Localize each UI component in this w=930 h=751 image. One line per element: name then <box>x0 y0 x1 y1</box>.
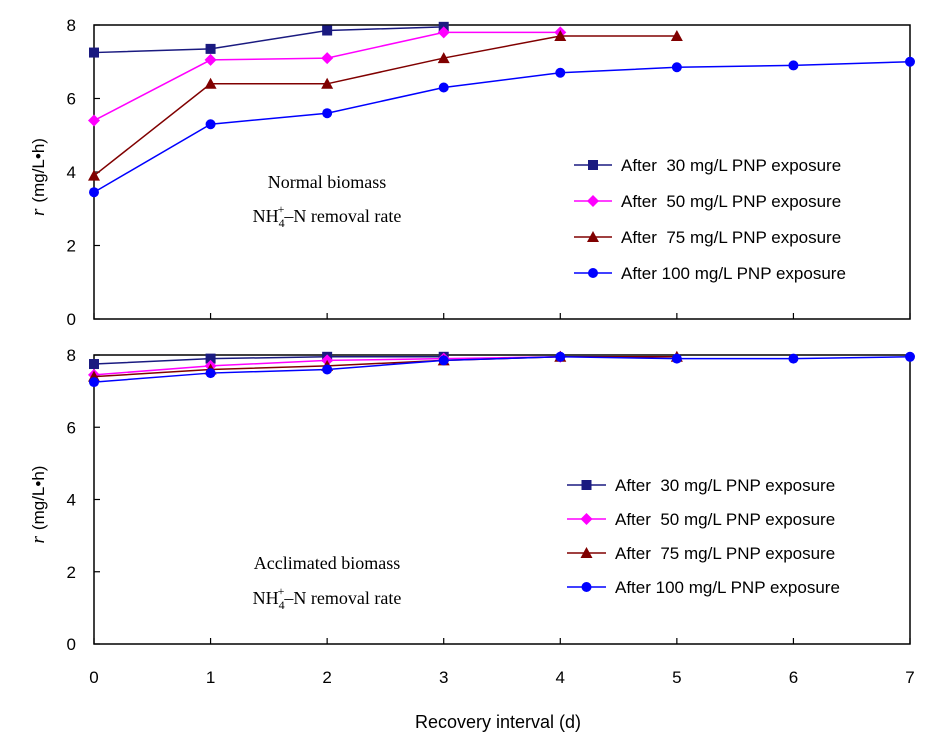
y-tick-label: 6 <box>67 90 76 109</box>
panel-annotation-subtitle: NH4+–N removal rate <box>253 584 402 612</box>
data-point-circle <box>555 67 566 78</box>
nh-subscript: 4 <box>279 216 285 230</box>
legend-marker-diamond <box>580 513 593 525</box>
data-point-triangle <box>670 30 683 42</box>
data-point-circle <box>438 355 449 366</box>
series-line-0 <box>93 26 444 54</box>
y-tick-label: 8 <box>67 346 76 365</box>
y-axis-symbol: r <box>28 208 49 216</box>
y-axis-symbol: r <box>28 535 49 543</box>
annotation-rest: –N removal rate <box>283 206 401 226</box>
legend-label: After 50 mg/L PNP exposure <box>615 510 835 529</box>
data-point-diamond <box>321 52 334 65</box>
data-point-square <box>89 359 99 370</box>
legend-label: After 30 mg/L PNP exposure <box>621 156 841 175</box>
y-tick-label: 2 <box>67 237 76 256</box>
panel-annotation-title: Acclimated biomass <box>254 553 400 573</box>
x-tick-label: 5 <box>672 668 681 687</box>
series-line-3 <box>93 61 911 193</box>
data-point-circle <box>905 351 915 362</box>
data-point-circle <box>438 82 449 93</box>
data-point-circle <box>671 62 682 73</box>
legend-label: After 75 mg/L PNP exposure <box>615 544 835 563</box>
legend-label: After 30 mg/L PNP exposure <box>615 476 835 495</box>
legend-marker-circle <box>588 268 598 278</box>
panel-annotation-title: Normal biomass <box>268 172 387 192</box>
y-axis-label: r (mg/L•h) <box>28 466 49 544</box>
series-line-2 <box>93 35 677 177</box>
data-point-circle <box>905 56 915 67</box>
y-axis-label: r (mg/L•h) <box>28 138 49 216</box>
data-point-circle <box>89 377 99 388</box>
data-point-diamond <box>204 53 217 66</box>
data-point-circle <box>322 108 333 119</box>
legend-marker-triangle <box>587 231 599 242</box>
legend-label: After 100 mg/L PNP exposure <box>615 578 840 597</box>
x-tick-label: 4 <box>556 668 565 687</box>
data-point-square <box>205 43 216 54</box>
legend-marker-square <box>588 160 598 170</box>
nh-text: NH <box>253 206 279 226</box>
legend-label: After 50 mg/L PNP exposure <box>621 192 841 211</box>
data-point-triangle <box>204 77 217 89</box>
y-tick-label: 2 <box>67 563 76 582</box>
data-point-triangle <box>437 52 450 64</box>
data-point-diamond <box>437 26 450 39</box>
y-tick-label: 4 <box>67 491 76 510</box>
x-axis-label: Recovery interval (d) <box>415 712 581 732</box>
legend-marker-triangle <box>580 547 593 558</box>
series-line-0 <box>93 356 444 365</box>
y-tick-label: 6 <box>67 418 76 437</box>
data-point-diamond <box>88 114 100 127</box>
nh-subscript: 4 <box>279 598 285 612</box>
plot-frame <box>93 354 911 645</box>
x-tick-label: 3 <box>439 668 448 687</box>
y-axis-unit: (mg/L•h) <box>29 138 48 203</box>
data-point-circle <box>322 364 333 375</box>
data-point-square <box>205 353 216 364</box>
x-tick-label: 7 <box>905 668 914 687</box>
legend-label: After 75 mg/L PNP exposure <box>621 228 841 247</box>
legend-marker-square <box>581 480 592 490</box>
y-axis-unit: (mg/L•h) <box>29 466 48 531</box>
panel-annotation-subtitle: NH4+–N removal rate <box>253 202 402 230</box>
y-tick-label: 0 <box>67 635 76 654</box>
x-tick-label: 2 <box>322 668 331 687</box>
nh-superscript: + <box>278 202 285 216</box>
legend-label: After 100 mg/L PNP exposure <box>621 264 846 283</box>
series-line-1 <box>93 31 561 122</box>
data-point-square <box>89 47 99 58</box>
y-tick-label: 8 <box>67 16 76 35</box>
legend-marker-circle <box>581 582 592 592</box>
annotation-rest: –N removal rate <box>283 588 401 608</box>
data-point-triangle <box>88 169 100 181</box>
data-point-circle <box>89 187 99 198</box>
data-point-circle <box>205 368 216 379</box>
x-tick-label: 0 <box>89 668 98 687</box>
data-point-square <box>322 25 333 36</box>
series-line-3 <box>93 356 911 383</box>
nh-superscript: + <box>278 584 285 598</box>
data-point-circle <box>555 351 566 362</box>
data-point-circle <box>671 353 682 364</box>
data-point-circle <box>788 353 799 364</box>
y-tick-label: 0 <box>67 310 76 329</box>
legend-marker-diamond <box>587 195 599 207</box>
data-point-triangle <box>321 77 334 89</box>
x-tick-label: 1 <box>206 668 215 687</box>
y-tick-label: 4 <box>67 163 76 182</box>
data-point-triangle <box>554 30 567 42</box>
nh-text: NH <box>253 588 279 608</box>
data-point-circle <box>788 60 799 71</box>
x-tick-label: 6 <box>789 668 798 687</box>
data-point-circle <box>205 119 216 130</box>
